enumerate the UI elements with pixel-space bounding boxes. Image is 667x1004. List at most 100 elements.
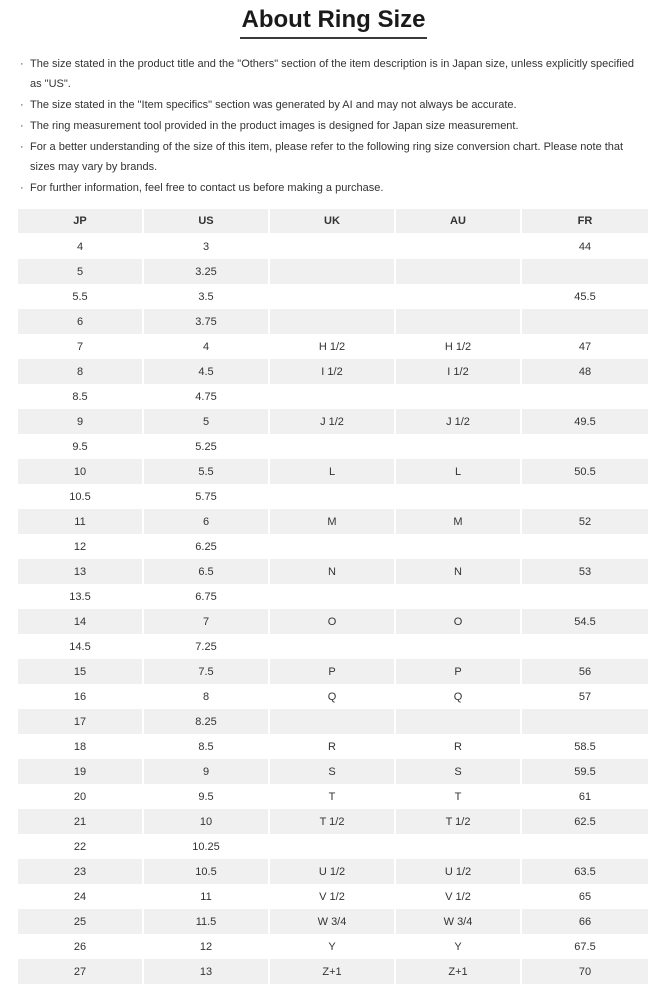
bullet-item: · The size stated in the product title an…	[20, 54, 647, 94]
table-cell: 70	[522, 959, 648, 984]
table-cell: 6	[18, 309, 144, 334]
table-cell: 49.5	[522, 409, 648, 434]
bullet-text: For a better understanding of the size o…	[30, 141, 624, 173]
table-cell: 63.5	[522, 859, 648, 884]
table-row: 12 6.25	[18, 534, 648, 559]
table-cell: 52	[522, 509, 648, 534]
table-cell	[396, 284, 522, 309]
table-cell: R	[396, 734, 522, 759]
table-row: 4 3 44	[18, 234, 648, 259]
table-cell	[270, 434, 396, 459]
table-cell: 44	[578, 240, 592, 253]
table-cell: 18	[18, 734, 144, 759]
table-cell: 3.75	[144, 309, 270, 334]
column-header-jp: JP	[18, 209, 144, 234]
table-cell: 10.5	[18, 484, 144, 509]
table-row: 24 11 V 1/2 V 1/2 65	[18, 884, 648, 909]
table-cell: T 1/2	[270, 809, 396, 834]
table-row: 8 4.5 I 1/2 I 1/2 48	[18, 359, 648, 384]
table-cell: 54.5	[522, 609, 648, 634]
table-cell: 7.5	[144, 659, 270, 684]
table-cell	[522, 584, 648, 609]
table-row: 17 8.25	[18, 709, 648, 734]
column-header-uk: UK	[270, 209, 396, 234]
bullet-marker: ·	[20, 141, 24, 153]
table-cell: 8.5	[18, 384, 144, 409]
bullet-text: The size stated in the "Item specifics" …	[30, 99, 517, 111]
table-cell	[396, 384, 522, 409]
table-row: 16 8 Q Q 57	[18, 684, 648, 709]
table-cell: 11	[18, 509, 144, 534]
table-row: 9.5 5.25	[18, 434, 648, 459]
table-cell: 6.25	[144, 534, 270, 559]
table-cell: Q	[270, 684, 396, 709]
table-cell	[522, 534, 648, 559]
table-cell: 58.5	[574, 740, 596, 753]
table-cell: I 1/2	[270, 359, 396, 384]
table-cell: N	[270, 559, 396, 584]
table-cell	[396, 259, 522, 284]
table-cell: 65	[578, 890, 592, 903]
table-cell: 4.5	[144, 359, 270, 384]
table-cell: 25	[18, 909, 144, 934]
table-cell: 6.75	[144, 584, 270, 609]
table-cell: V 1/2	[270, 884, 396, 909]
bullet-marker: ·	[20, 58, 24, 70]
table-cell: 9.5	[144, 784, 270, 809]
table-cell: T	[270, 784, 396, 809]
table-cell: O	[396, 609, 522, 634]
table-cell	[270, 584, 396, 609]
table-cell: 66	[522, 909, 648, 934]
table-cell: 59.5	[522, 759, 648, 784]
bullet-marker: ·	[20, 99, 24, 111]
table-cell: P	[396, 659, 522, 684]
table-cell: 8	[144, 684, 270, 709]
table-cell: 20	[18, 784, 144, 809]
table-cell	[396, 834, 522, 859]
table-cell: 5.5	[144, 459, 270, 484]
table-row: 6 3.75	[18, 309, 648, 334]
table-cell: H 1/2	[270, 334, 396, 359]
table-cell	[396, 584, 522, 609]
table-cell: V 1/2	[396, 884, 522, 909]
table-cell: S	[396, 759, 522, 784]
page-title-text: About Ring Size	[239, 7, 428, 39]
table-cell: 3.5	[144, 284, 270, 309]
table-row: 22 10.25	[18, 834, 648, 859]
table-cell: 19	[18, 759, 144, 784]
table-cell: Y	[270, 934, 396, 959]
table-cell: 9	[18, 409, 144, 434]
table-cell: 27	[18, 959, 144, 984]
column-header-us: US	[144, 209, 270, 234]
table-row: 26 12 Y Y 67.5	[18, 934, 648, 959]
table-cell: 14	[18, 609, 144, 634]
table-cell: 13.5	[18, 584, 144, 609]
table-cell: 16	[18, 684, 144, 709]
table-cell: W 3/4	[396, 909, 522, 934]
table-cell: M	[396, 509, 522, 534]
table-cell: 5.75	[144, 484, 270, 509]
table-cell: 10	[144, 809, 270, 834]
table-cell: 47	[578, 340, 592, 353]
table-cell: 6	[144, 509, 270, 534]
table-cell: 15	[18, 659, 144, 684]
bullet-text: The ring measurement tool provided in th…	[30, 120, 519, 132]
bullet-item: · For further information, feel free to c…	[20, 178, 647, 198]
table-cell: 10	[18, 459, 144, 484]
table-row: 14 7 O O 54.5	[18, 609, 648, 634]
table-cell: 9.5	[18, 434, 144, 459]
table-row: 21 10 T 1/2 T 1/2 62.5	[18, 809, 648, 834]
table-cell	[270, 309, 396, 334]
column-header-au: AU	[396, 209, 522, 234]
table-row: 18 8.5 R R 58.5	[18, 734, 648, 759]
table-body: 4 3 44 5 3.25 5.5 3.5 45.5 6 3.75 7 4 H 1/2 H 1/2 47 8 4…	[18, 234, 648, 984]
table-row: 15 7.5 P P 56	[18, 659, 648, 684]
table-cell	[270, 284, 396, 309]
table-cell	[270, 384, 396, 409]
table-cell: 8.25	[144, 709, 270, 734]
table-cell: W 3/4	[270, 909, 396, 934]
table-row: 5 3.25	[18, 259, 648, 284]
table-cell	[522, 434, 648, 459]
